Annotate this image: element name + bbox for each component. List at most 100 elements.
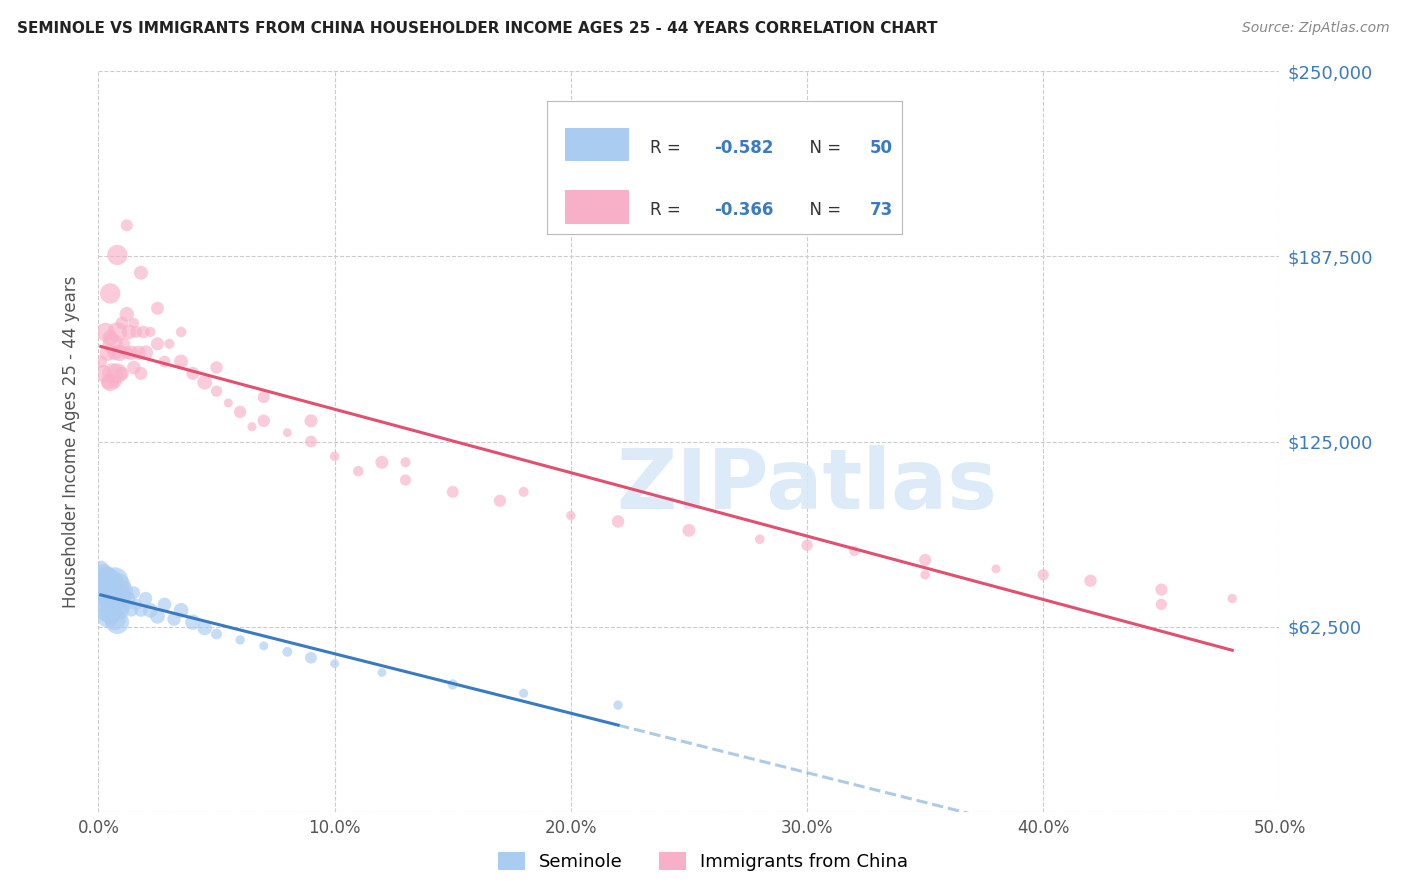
Point: [229, 405, 252, 419]
Point: [98, 376, 121, 390]
Point: [105, 580, 128, 594]
Point: [371, 455, 394, 469]
Point: [1080, 574, 1102, 588]
Point: [1150, 582, 1173, 597]
Point: [181, 615, 204, 630]
Point: [1032, 567, 1054, 582]
Point: [153, 354, 176, 368]
Point: [512, 686, 534, 700]
Point: [157, 336, 180, 351]
Point: [115, 307, 138, 321]
Point: [108, 585, 131, 599]
Point: [94, 603, 117, 617]
Point: [98, 607, 121, 621]
Point: [129, 367, 152, 381]
Point: [607, 515, 630, 529]
Point: [101, 580, 124, 594]
Point: [489, 493, 512, 508]
Point: [125, 325, 148, 339]
Point: [170, 354, 193, 368]
Point: [170, 325, 193, 339]
Point: [111, 367, 134, 381]
Point: [181, 367, 204, 381]
Point: [1220, 591, 1243, 606]
Point: [105, 598, 128, 612]
Point: [253, 414, 276, 428]
Point: [240, 419, 263, 434]
Point: [104, 345, 127, 359]
Point: [512, 484, 534, 499]
Point: [229, 632, 252, 647]
Point: [678, 524, 700, 538]
Text: Source: ZipAtlas.com: Source: ZipAtlas.com: [1241, 21, 1389, 35]
Point: [104, 574, 127, 588]
Point: [98, 331, 121, 345]
Point: [748, 533, 770, 547]
Point: [347, 464, 370, 478]
Point: [121, 603, 143, 617]
Point: [394, 455, 416, 469]
Point: [105, 615, 128, 630]
Point: [111, 582, 134, 597]
Point: [112, 336, 135, 351]
Point: [914, 553, 936, 567]
Point: [115, 345, 138, 359]
Point: [205, 360, 228, 375]
Point: [128, 345, 150, 359]
Point: [253, 390, 276, 404]
Point: [371, 665, 394, 680]
Point: [914, 567, 936, 582]
Point: [153, 598, 176, 612]
Point: [984, 562, 1007, 576]
Point: [118, 325, 141, 339]
Point: [105, 248, 128, 262]
Point: [441, 677, 464, 691]
Text: ZIPatlas: ZIPatlas: [617, 445, 997, 526]
Point: [105, 367, 128, 381]
Point: [115, 219, 138, 233]
Point: [163, 612, 186, 626]
Point: [1150, 598, 1173, 612]
Point: [91, 591, 114, 606]
Point: [115, 598, 138, 612]
Point: [135, 345, 157, 359]
Point: [299, 414, 322, 428]
Point: [129, 603, 152, 617]
Point: [276, 645, 298, 659]
Point: [94, 325, 117, 339]
Point: [90, 354, 112, 368]
Point: [299, 434, 322, 449]
Point: [132, 325, 155, 339]
Point: [146, 336, 169, 351]
Point: [90, 580, 112, 594]
Point: [139, 325, 162, 339]
Point: [205, 384, 228, 399]
Point: [194, 376, 217, 390]
Point: [97, 609, 120, 624]
Point: [97, 567, 120, 582]
Y-axis label: Householder Income Ages 25 - 44 years: Householder Income Ages 25 - 44 years: [62, 276, 80, 607]
Point: [94, 574, 117, 588]
Point: [122, 316, 145, 330]
Point: [105, 325, 128, 339]
Point: [111, 316, 134, 330]
Point: [560, 508, 582, 523]
Point: [104, 612, 127, 626]
Point: [217, 396, 239, 410]
Point: [607, 698, 630, 712]
Point: [112, 589, 135, 603]
Point: [108, 345, 131, 359]
Point: [101, 598, 124, 612]
Point: [205, 627, 228, 641]
Point: [97, 376, 120, 390]
Point: [844, 544, 866, 558]
Point: [91, 567, 114, 582]
Point: [394, 473, 416, 487]
Point: [125, 598, 148, 612]
Point: [98, 286, 121, 301]
Point: [122, 585, 145, 599]
Point: [323, 450, 346, 464]
Point: [323, 657, 346, 671]
Point: [91, 367, 114, 381]
Point: [796, 538, 818, 552]
